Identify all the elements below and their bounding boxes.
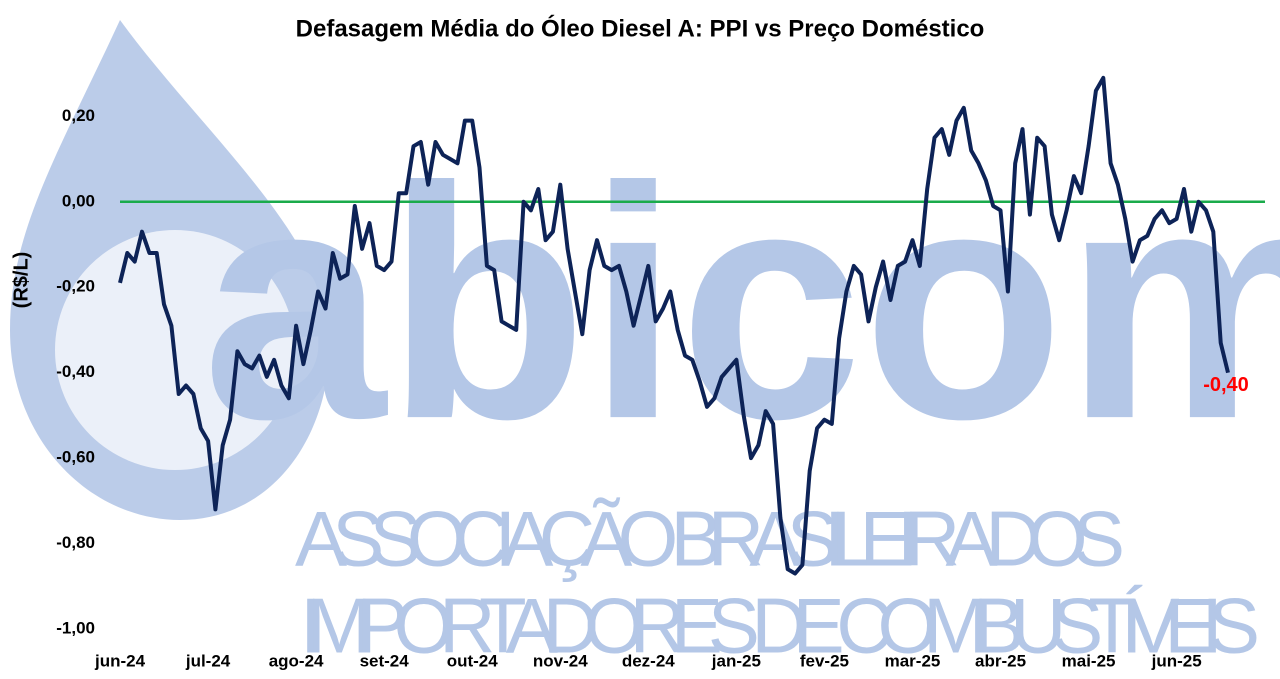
x-tick-label: mar-25 — [885, 651, 941, 670]
x-tick-label: set-24 — [360, 651, 410, 670]
x-tick-label: out-24 — [447, 651, 499, 670]
y-axis-title: (R$/L) — [10, 252, 32, 309]
x-tick-label: ago-24 — [269, 651, 324, 670]
y-tick-label: 0,20 — [62, 106, 95, 125]
x-tick-label: fev-25 — [800, 651, 849, 670]
y-tick-label: -0,20 — [56, 277, 95, 296]
x-tick-label: abr-25 — [975, 651, 1026, 670]
data-line — [118, 75, 1230, 576]
value-label: -0,40 — [1203, 374, 1249, 396]
watermark-logo: abicom — [202, 118, 1280, 487]
x-tick-label: jun-25 — [1151, 651, 1202, 670]
x-tick-label: nov-24 — [533, 651, 588, 670]
y-tick-label: -0,40 — [56, 362, 95, 381]
y-tick-label: -1,00 — [56, 618, 95, 637]
y-tick-label: -0,60 — [56, 448, 95, 467]
x-tick-label: jan-25 — [711, 651, 761, 670]
x-tick-label: jul-24 — [185, 651, 231, 670]
watermark-line1: ASSOCIAÇÃO BRASILEIRA DOS — [295, 495, 1125, 583]
watermark: abicom ASSOCIAÇÃO BRASILEIRA DOS IMPORTA… — [10, 20, 1280, 670]
y-tick-label: -0,80 — [56, 533, 95, 552]
chart-title: Defasagem Média do Óleo Diesel A: PPI vs… — [296, 14, 985, 42]
x-tick-label: mai-25 — [1062, 651, 1116, 670]
y-tick-label: 0,00 — [62, 191, 95, 210]
x-tick-label: dez-24 — [622, 651, 675, 670]
x-tick-label: jun-24 — [94, 651, 146, 670]
watermark-line2: IMPORTADORES DE COMBUSTÍVEIS — [300, 582, 1260, 670]
